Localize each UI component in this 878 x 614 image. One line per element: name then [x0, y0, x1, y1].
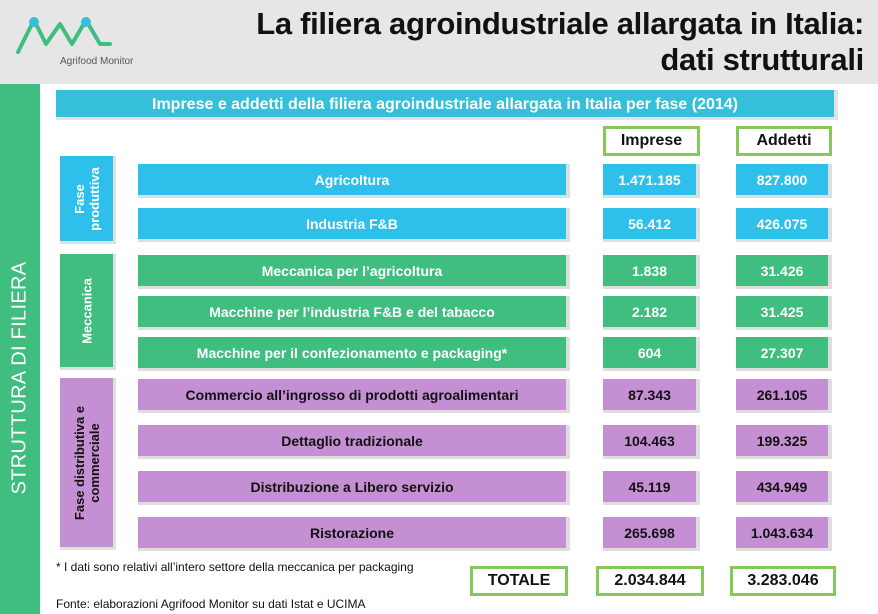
page-title-line1: La filiera agroindustriale allargata in … [256, 6, 864, 41]
cell-addetti: 31.426 [736, 255, 832, 289]
cell-imprese: 1.471.185 [603, 164, 700, 198]
group-label-line: produttiva [86, 166, 102, 231]
cell-imprese: 45.119 [603, 471, 700, 505]
group-label-line: commerciale [86, 422, 102, 503]
side-bar [0, 84, 40, 614]
cell-addetti: 31.425 [736, 296, 832, 330]
total-label: TOTALE [470, 566, 568, 596]
cell-imprese: 2.182 [603, 296, 700, 330]
cell-imprese: 56.412 [603, 208, 700, 242]
row-label-macchine-packaging: Macchine per il confezionamento e packag… [138, 337, 570, 371]
total-imprese: 2.034.844 [596, 566, 704, 596]
table-subtitle: Imprese e addetti della filiera agroindu… [56, 90, 838, 120]
cell-addetti: 827.800 [736, 164, 832, 198]
group-label: Meccanica [79, 277, 94, 344]
footnote: * I dati sono relativi all’intero settor… [56, 560, 414, 574]
source-note: Fonte: elaborazioni Agrifood Monitor su … [56, 597, 366, 611]
row-label-macchine-industria: Macchine per l’industria F&B e del tabac… [138, 296, 570, 330]
cell-imprese: 104.463 [603, 425, 700, 459]
cell-addetti: 434.949 [736, 471, 832, 505]
group-label-line: Fase [71, 183, 87, 214]
column-header-addetti: Addetti [736, 126, 832, 156]
cell-addetti: 261.105 [736, 379, 832, 413]
row-label-industria-fb: Industria F&B [138, 208, 570, 242]
page-title-line2: dati strutturali [660, 42, 864, 77]
row-label-ristorazione: Ristorazione [138, 517, 570, 551]
cell-imprese: 87.343 [603, 379, 700, 413]
row-label-dettaglio-tradizionale: Dettaglio tradizionale [138, 425, 570, 459]
group-label-line: Fase distributiva e [71, 405, 87, 520]
row-label-distribuzione-libero-servizio: Distribuzione a Libero servizio [138, 471, 570, 505]
group-fase-distributiva: Fase distributiva e commerciale [60, 378, 116, 550]
cell-addetti: 27.307 [736, 337, 832, 371]
group-fase-produttiva: Fase produttiva [60, 156, 116, 244]
logo-wave-icon [16, 17, 112, 54]
header: Agrifood Monitor La filiera agroindustri… [0, 0, 878, 84]
cell-imprese: 1.838 [603, 255, 700, 289]
row-label-commercio-ingrosso: Commercio all’ingrosso di prodotti agroa… [138, 379, 570, 413]
cell-imprese: 265.698 [603, 517, 700, 551]
group-meccanica: Meccanica [60, 254, 116, 370]
cell-imprese: 604 [603, 337, 700, 371]
cell-addetti: 199.325 [736, 425, 832, 459]
page-title: La filiera agroindustriale allargata in … [256, 6, 864, 78]
row-label-meccanica-agricoltura: Meccanica per l’agricoltura [138, 255, 570, 289]
column-header-imprese: Imprese [603, 126, 700, 156]
cell-addetti: 426.075 [736, 208, 832, 242]
row-label-agricoltura: Agricoltura [138, 164, 570, 198]
total-addetti: 3.283.046 [730, 566, 836, 596]
agrifood-monitor-logo: Agrifood Monitor [10, 12, 134, 72]
side-label: STRUTTURA DI FILIERA [8, 261, 31, 495]
logo-text: Agrifood Monitor [60, 56, 134, 67]
cell-addetti: 1.043.634 [736, 517, 832, 551]
